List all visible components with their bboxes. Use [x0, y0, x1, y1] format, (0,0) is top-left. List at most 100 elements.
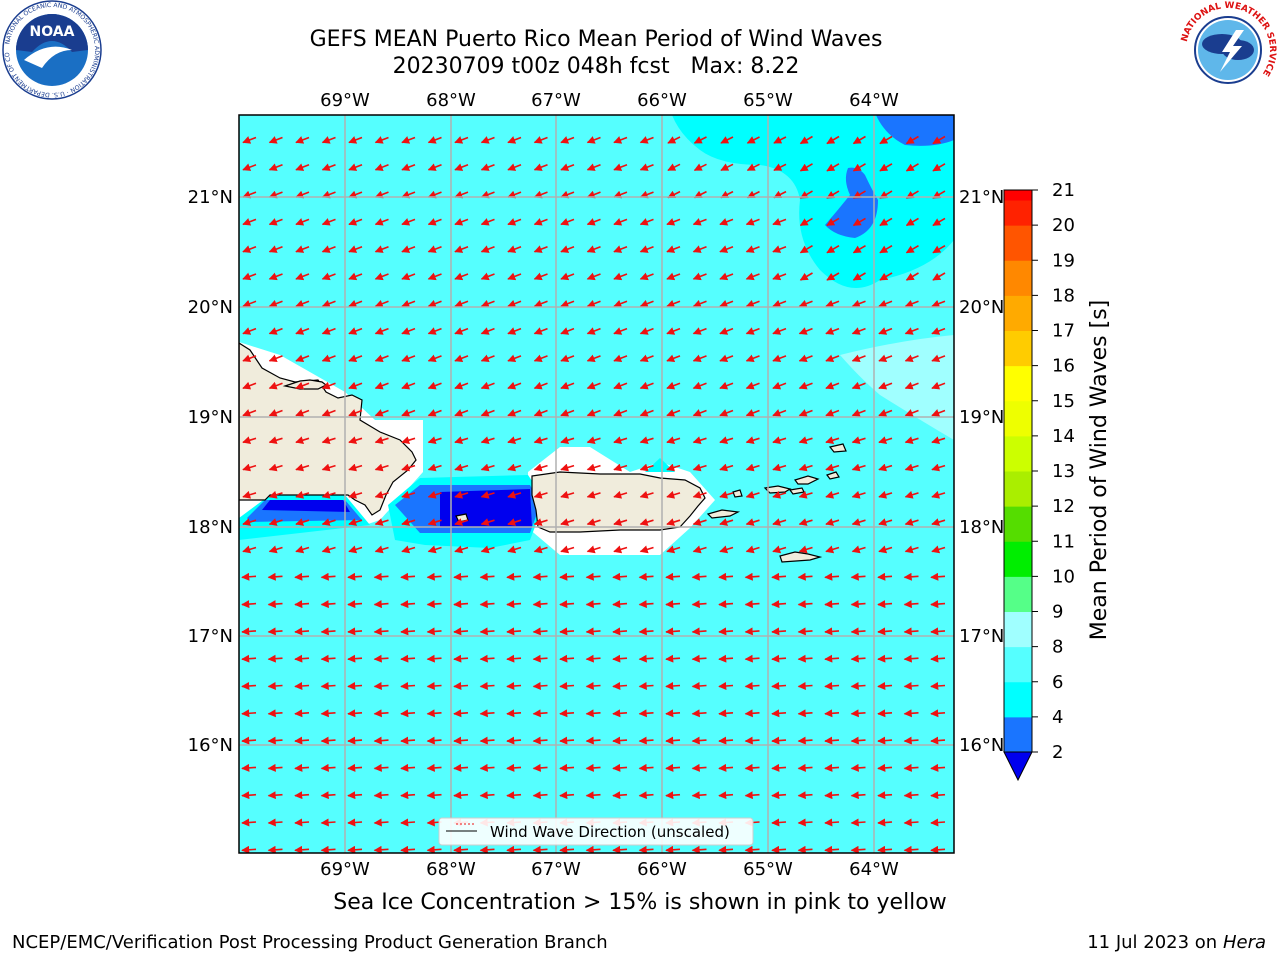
wave-direction-arrow	[585, 654, 601, 663]
wave-direction-arrow	[454, 136, 469, 144]
wave-direction-arrow	[771, 845, 787, 853]
wave-direction-arrow	[612, 600, 628, 609]
longitude-label: 69°W	[320, 90, 370, 111]
wave-direction-arrow	[850, 791, 866, 800]
graticule	[239, 115, 954, 853]
wave-direction-arrow	[268, 218, 283, 226]
wave-direction-arrow	[638, 791, 654, 800]
colorbar-segment	[1004, 541, 1032, 577]
map-panel	[239, 115, 954, 853]
wave-direction-arrow	[879, 163, 893, 172]
wave-direction-arrow	[613, 436, 628, 445]
wave-direction-arrow	[719, 218, 734, 226]
legend-label: Wind Wave Direction (unscaled)	[490, 823, 730, 841]
wave-direction-arrow	[798, 409, 813, 417]
wave-direction-arrow	[903, 627, 919, 636]
wave-direction-arrow	[454, 436, 469, 445]
latitude-label: 16°N	[188, 735, 233, 756]
wave-direction-arrow	[294, 627, 310, 636]
wave-direction-arrow	[453, 763, 469, 772]
longitude-label: 66°W	[637, 90, 687, 111]
wave-direction-arrow	[295, 518, 310, 526]
wave-direction-arrow	[453, 791, 469, 800]
wave-direction-arrow	[427, 327, 442, 335]
wave-direction-arrow	[320, 818, 336, 827]
noaa-logo-text: NOAA	[30, 24, 75, 40]
wave-direction-arrow	[772, 409, 787, 417]
st-croix-island	[779, 551, 823, 563]
wave-direction-arrow	[321, 218, 336, 226]
wave-direction-arrow	[850, 681, 866, 690]
wave-direction-arrow	[692, 245, 707, 253]
wave-direction-arrow	[426, 572, 442, 581]
wave-direction-arrow	[745, 463, 760, 472]
wave-direction-arrow	[904, 299, 919, 308]
wave-direction-arrow	[638, 763, 654, 772]
wave-direction-arrow	[374, 327, 389, 335]
wave-direction-arrow	[850, 763, 866, 772]
wave-direction-arrow	[401, 354, 416, 363]
wave-direction-arrow	[241, 763, 257, 772]
wave-direction-arrow	[401, 136, 416, 144]
wave-direction-arrow	[851, 354, 866, 363]
wave-direction-arrow	[850, 709, 866, 718]
wave-direction-arrow	[507, 409, 522, 417]
wave-direction-arrow	[718, 627, 734, 636]
wave-direction-arrow	[242, 518, 257, 526]
wave-direction-arrow	[877, 572, 893, 581]
wave-direction-arrow	[348, 272, 363, 281]
wave-direction-arrow	[242, 545, 257, 554]
wave-direction-arrow	[533, 136, 548, 144]
wave-direction-arrow	[533, 545, 548, 554]
wave-direction-arrow	[878, 327, 893, 335]
wave-direction-arrow	[479, 709, 495, 718]
wave-direction-arrow	[613, 327, 628, 335]
wave-direction-arrow	[771, 818, 787, 827]
wave-direction-arrow	[242, 245, 257, 253]
wave-direction-arrow	[666, 490, 681, 499]
wave-direction-arrow	[719, 381, 734, 390]
wave-direction-arrow	[932, 217, 946, 227]
wave-direction-arrow	[507, 163, 522, 171]
wave-direction-arrow	[851, 490, 866, 499]
wave-direction-arrow	[771, 709, 787, 718]
wave-direction-arrow	[532, 791, 548, 800]
wave-direction-arrow	[560, 545, 575, 554]
wave-direction-arrow	[826, 245, 840, 254]
wave-direction-arrow	[347, 818, 363, 827]
wave-direction-arrow	[427, 545, 442, 554]
colorbar-tick-label: 6	[1052, 672, 1063, 693]
wave-direction-arrow	[639, 381, 654, 390]
wave-direction-arrow	[533, 163, 548, 171]
wave-direction-arrow	[295, 327, 310, 335]
wave-direction-arrow	[930, 627, 946, 636]
wave-direction-arrow	[771, 791, 787, 800]
wave-direction-arrow	[639, 272, 654, 281]
wave-direction-arrow	[559, 845, 575, 853]
wave-direction-arrow	[771, 627, 787, 636]
wave-direction-arrow	[639, 327, 654, 335]
wave-direction-arrow	[506, 791, 522, 800]
colorbar-tick-label: 13	[1052, 461, 1075, 482]
wave-direction-arrow	[771, 654, 787, 663]
wave-direction-arrow	[242, 354, 257, 363]
wave-direction-arrow	[268, 545, 283, 554]
wave-direction-arrow	[824, 845, 840, 853]
wave-direction-arrow	[692, 545, 707, 554]
longitude-label: 66°W	[637, 859, 687, 880]
wave-direction-arrow	[639, 409, 654, 417]
wave-direction-arrow	[665, 763, 681, 772]
wave-direction-arrow	[825, 518, 840, 526]
wave-direction-arrow	[400, 654, 416, 663]
sea-ice-caption: Sea Ice Concentration > 15% is shown in …	[333, 890, 947, 915]
footer-date-text: 11 Jul 2023 on	[1087, 932, 1223, 953]
wave-direction-arrow	[559, 572, 575, 581]
wave-direction-arrow	[877, 736, 893, 745]
wave-direction-arrow	[744, 709, 760, 718]
wave-direction-arrow	[268, 245, 283, 253]
wave-direction-arrow	[639, 218, 654, 226]
wave-direction-arrow	[719, 272, 734, 281]
wave-direction-arrow	[348, 299, 363, 308]
wave-direction-arrow	[878, 354, 893, 363]
colorbar-segment	[1004, 330, 1032, 367]
